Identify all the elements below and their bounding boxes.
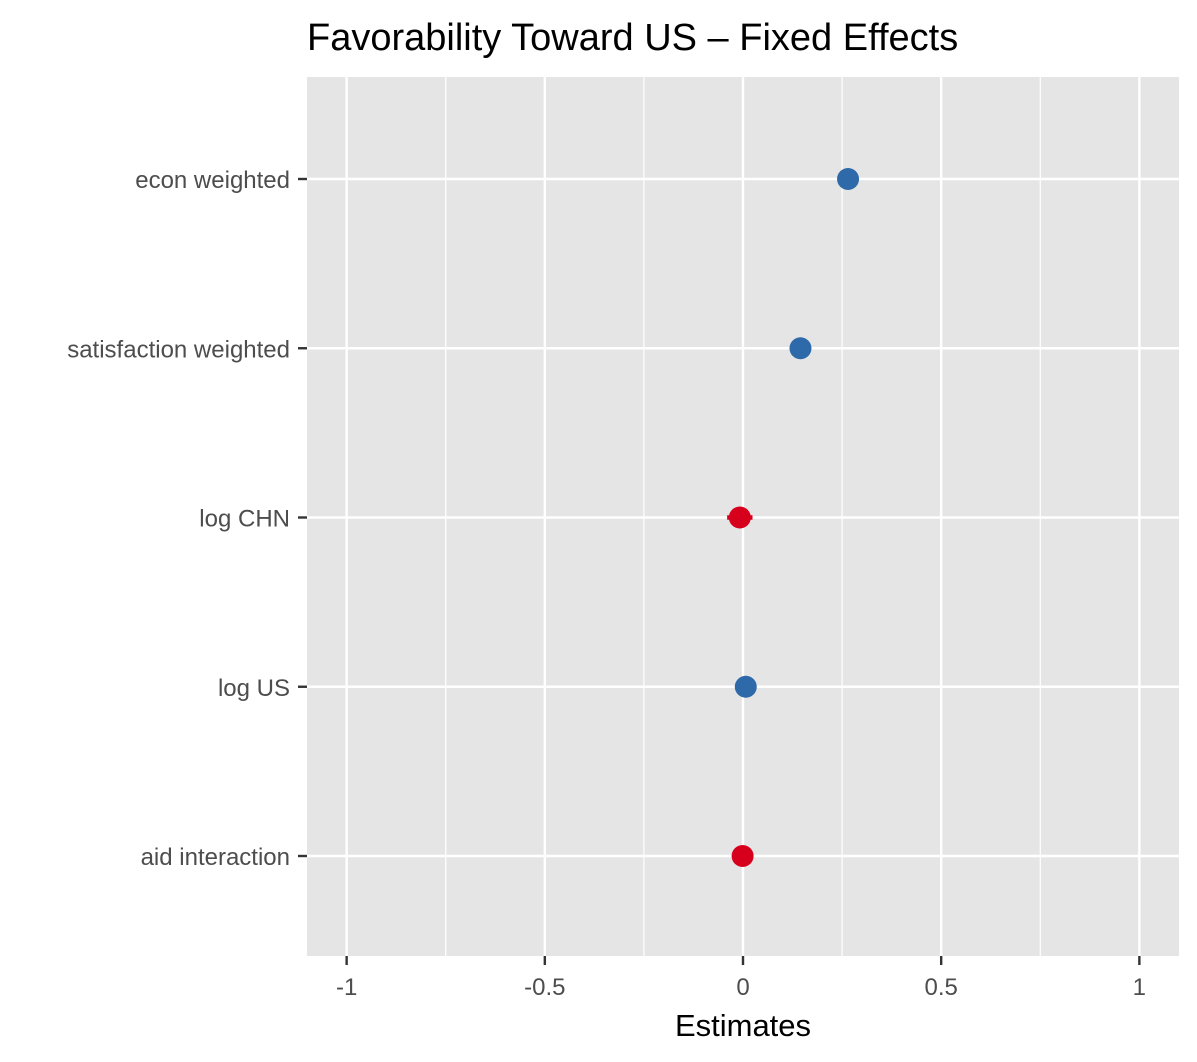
estimate-point	[734, 675, 757, 698]
y-tick-label: aid interaction	[141, 844, 290, 871]
y-axis: econ weighted satisfaction weighted log CH…	[67, 167, 307, 871]
estimate-point	[731, 845, 754, 867]
y-tick-label: log US	[218, 675, 290, 702]
estimate-points	[728, 168, 860, 867]
x-tick-label: 0	[736, 974, 749, 1001]
x-tick-label: -0.5	[524, 974, 565, 1001]
estimate-point	[728, 506, 751, 529]
estimate-point	[837, 168, 860, 190]
y-tick-label: satisfaction weighted	[67, 336, 290, 363]
x-tick-label: 0.5	[924, 974, 957, 1001]
chart-title: Favorability Toward US – Fixed Effects	[307, 17, 958, 59]
x-tick-label: -1	[336, 974, 357, 1001]
y-tick-label: log CHN	[199, 506, 290, 533]
y-tick-label: econ weighted	[135, 167, 290, 194]
x-axis: -1 -0.5 0 0.5 1	[336, 956, 1146, 1001]
x-tick-label: 1	[1133, 974, 1146, 1001]
estimate-point	[789, 337, 812, 360]
x-axis-title: Estimates	[675, 1008, 811, 1043]
